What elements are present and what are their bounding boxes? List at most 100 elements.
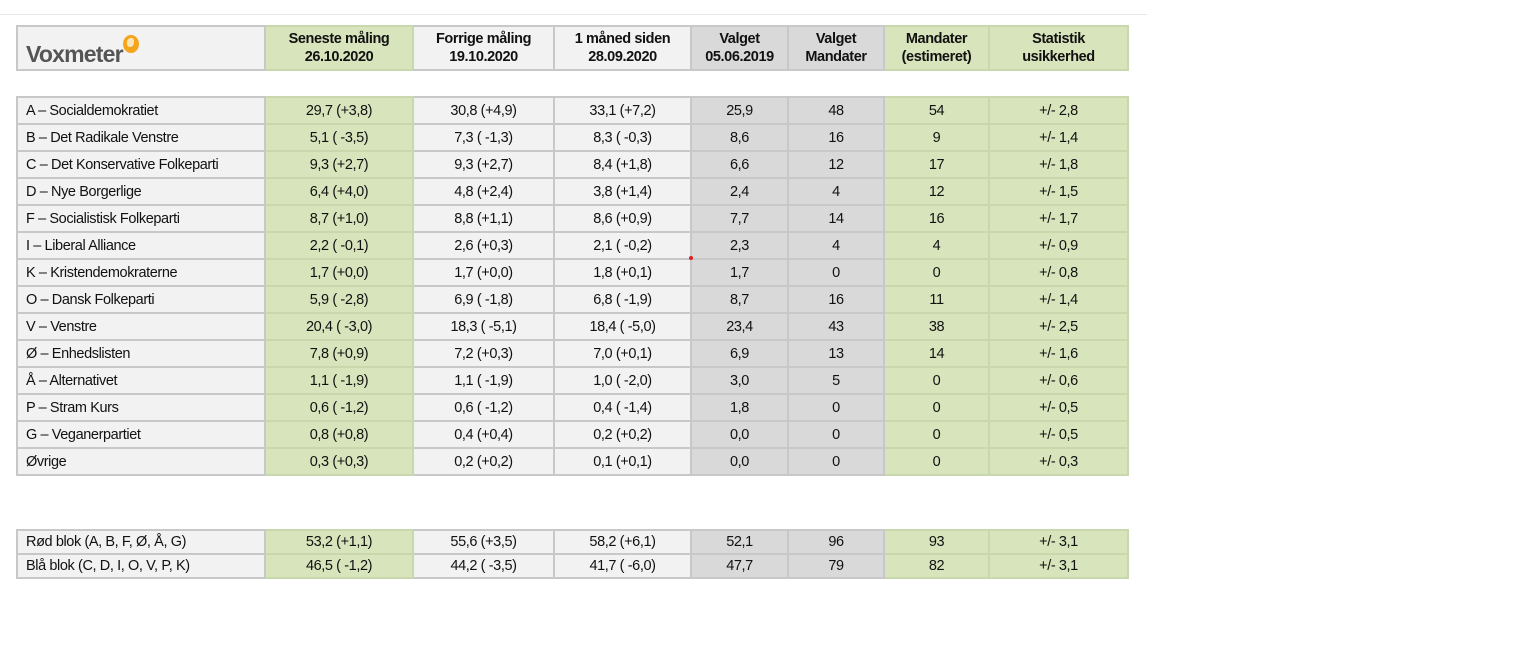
cell-election-seats: 5 [787, 366, 885, 395]
cell-month-ago: 0,1 (+0,1) [553, 447, 692, 476]
cell-seats-estimated: 93 [883, 529, 990, 555]
party-row: I – Liberal Alliance 2,2 ( -0,1) 2,6 (+0,3… [16, 231, 1129, 260]
bloc-table: Rød blok (A, B, F, Ø, Å, G) 53,2 (+1,1) 55… [16, 529, 1129, 579]
cell-previous: 1,1 ( -1,9) [412, 366, 555, 395]
cell-party: B – Det Radikale Venstre [16, 123, 266, 152]
cell-election-result: 2,4 [690, 177, 789, 206]
cell-uncertainty: +/- 0,6 [988, 366, 1129, 395]
party-row: P – Stram Kurs 0,6 ( -1,2) 0,6 ( -1,2) 0,4 … [16, 393, 1129, 422]
cell-election-seats: 96 [787, 529, 885, 555]
header-line: 19.10.2020 [449, 49, 518, 65]
cell-election-seats: 79 [787, 553, 885, 579]
header-row: Voxmeter Seneste måling 26.10.2020 Forrige… [16, 25, 1129, 71]
header-seats-estimated: Mandater (estimeret) [883, 25, 990, 71]
cell-latest: 5,9 ( -2,8) [264, 285, 414, 314]
header-line: (estimeret) [901, 49, 972, 65]
cell-party: I – Liberal Alliance [16, 231, 266, 260]
cell-uncertainty: +/- 1,8 [988, 150, 1129, 179]
cell-month-ago: 8,4 (+1,8) [553, 150, 692, 179]
cell-uncertainty: +/- 1,4 [988, 123, 1129, 152]
cell-previous: 2,6 (+0,3) [412, 231, 555, 260]
voxmeter-logo: Voxmeter [26, 28, 263, 68]
cell-previous: 4,8 (+2,4) [412, 177, 555, 206]
cell-seats-estimated: 38 [883, 312, 990, 341]
cell-seats-estimated: 9 [883, 123, 990, 152]
cell-latest: 2,2 ( -0,1) [264, 231, 414, 260]
header-election-result: Valget 05.06.2019 [690, 25, 789, 71]
cell-election-result: 1,7 [690, 258, 789, 287]
cell-seats-estimated: 12 [883, 177, 990, 206]
cell-uncertainty: +/- 1,5 [988, 177, 1129, 206]
party-row: Ø – Enhedslisten 7,8 (+0,9) 7,2 (+0,3) 7,0 … [16, 339, 1129, 368]
cell-uncertainty: +/- 0,3 [988, 447, 1129, 476]
header-line: usikkerhed [1022, 49, 1095, 65]
cell-latest: 6,4 (+4,0) [264, 177, 414, 206]
cell-previous: 0,2 (+0,2) [412, 447, 555, 476]
logo-text: Voxmeter [26, 41, 124, 67]
cell-election-seats: 14 [787, 204, 885, 233]
cell-election-seats: 48 [787, 96, 885, 125]
cell-latest: 20,4 ( -3,0) [264, 312, 414, 341]
party-row: V – Venstre 20,4 ( -3,0) 18,3 ( -5,1) 18,4 … [16, 312, 1129, 341]
cell-election-seats: 13 [787, 339, 885, 368]
cell-election-result: 52,1 [690, 529, 789, 555]
cell-month-ago: 0,2 (+0,2) [553, 420, 692, 449]
cell-previous: 1,7 (+0,0) [412, 258, 555, 287]
cell-latest: 9,3 (+2,7) [264, 150, 414, 179]
cell-seats-estimated: 0 [883, 366, 990, 395]
cell-election-seats: 0 [787, 258, 885, 287]
cell-latest: 7,8 (+0,9) [264, 339, 414, 368]
cell-latest: 5,1 ( -3,5) [264, 123, 414, 152]
cell-party: C – Det Konservative Folkeparti [16, 150, 266, 179]
cell-election-seats: 0 [787, 447, 885, 476]
cell-month-ago: 7,0 (+0,1) [553, 339, 692, 368]
header-line: Forrige måling [435, 31, 532, 47]
cell-party: Ø – Enhedslisten [16, 339, 266, 368]
party-row: F – Socialistisk Folkeparti 8,7 (+1,0) 8,8… [16, 204, 1129, 233]
cell-month-ago: 33,1 (+7,2) [553, 96, 692, 125]
cell-election-result: 25,9 [690, 96, 789, 125]
cell-previous: 6,9 ( -1,8) [412, 285, 555, 314]
cell-month-ago: 6,8 ( -1,9) [553, 285, 692, 314]
cell-latest: 46,5 ( -1,2) [264, 553, 414, 579]
header-line: 05.06.2019 [705, 49, 774, 65]
cell-election-seats: 4 [787, 231, 885, 260]
cell-uncertainty: +/- 3,1 [988, 529, 1129, 555]
party-row: Å – Alternativet 1,1 ( -1,9) 1,1 ( -1,9) 1,… [16, 366, 1129, 395]
cell-month-ago: 2,1 ( -0,2) [553, 231, 692, 260]
cell-election-result: 3,0 [690, 366, 789, 395]
header-line: Valget [815, 31, 857, 47]
cell-election-result: 0,0 [690, 447, 789, 476]
cell-previous: 9,3 (+2,7) [412, 150, 555, 179]
party-row: G – Veganerpartiet 0,8 (+0,8) 0,4 (+0,4) 0,… [16, 420, 1129, 449]
cell-election-result: 8,6 [690, 123, 789, 152]
cell-election-result: 6,9 [690, 339, 789, 368]
cell-uncertainty: +/- 1,4 [988, 285, 1129, 314]
cell-party: F – Socialistisk Folkeparti [16, 204, 266, 233]
cell-party: P – Stram Kurs [16, 393, 266, 422]
party-row: K – Kristendemokraterne 1,7 (+0,0) 1,7 (+0… [16, 258, 1129, 287]
party-row: B – Det Radikale Venstre 5,1 ( -3,5) 7,3 (… [16, 123, 1129, 152]
cell-latest: 8,7 (+1,0) [264, 204, 414, 233]
cell-party: Å – Alternativet [16, 366, 266, 395]
cell-previous: 55,6 (+3,5) [412, 529, 555, 555]
cell-uncertainty: +/- 1,7 [988, 204, 1129, 233]
cell-month-ago: 8,3 ( -0,3) [553, 123, 692, 152]
cell-previous: 30,8 (+4,9) [412, 96, 555, 125]
cell-party: V – Venstre [16, 312, 266, 341]
cell-election-result: 7,7 [690, 204, 789, 233]
header-line: Mandater [905, 31, 968, 47]
cell-seats-estimated: 14 [883, 339, 990, 368]
header-line: 28.09.2020 [588, 49, 657, 65]
cell-election-seats: 43 [787, 312, 885, 341]
party-row: D – Nye Borgerlige 6,4 (+4,0) 4,8 (+2,4) 3,… [16, 177, 1129, 206]
cell-month-ago: 3,8 (+1,4) [553, 177, 692, 206]
cell-uncertainty: +/- 1,6 [988, 339, 1129, 368]
party-row: Øvrige 0,3 (+0,3) 0,2 (+0,2) 0,1 (+0,1) 0,0 0… [16, 447, 1129, 476]
cell-uncertainty: +/- 0,9 [988, 231, 1129, 260]
cell-seats-estimated: 0 [883, 447, 990, 476]
cell-election-result: 2,3 [690, 231, 789, 260]
cell-previous: 44,2 ( -3,5) [412, 553, 555, 579]
cell-party: Blå blok (C, D, I, O, V, P, K) [16, 553, 266, 579]
red-dot-marker [689, 256, 693, 260]
